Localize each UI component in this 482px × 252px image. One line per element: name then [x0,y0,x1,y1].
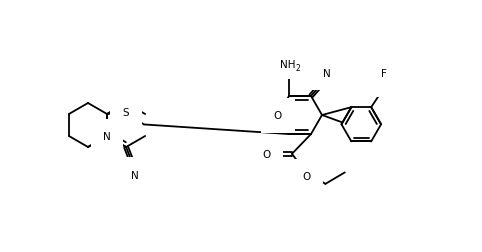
Text: 2: 2 [295,64,300,72]
Text: F: F [390,77,396,87]
Text: N: N [103,132,111,141]
Text: N: N [131,170,138,180]
Text: O: O [263,149,271,159]
Text: O: O [274,111,282,120]
Text: O: O [302,172,310,182]
Text: S: S [122,107,129,117]
Text: F: F [370,77,376,87]
Text: F: F [381,68,387,78]
Text: NH: NH [280,59,296,70]
Text: N: N [323,69,331,79]
Text: N: N [122,99,130,109]
